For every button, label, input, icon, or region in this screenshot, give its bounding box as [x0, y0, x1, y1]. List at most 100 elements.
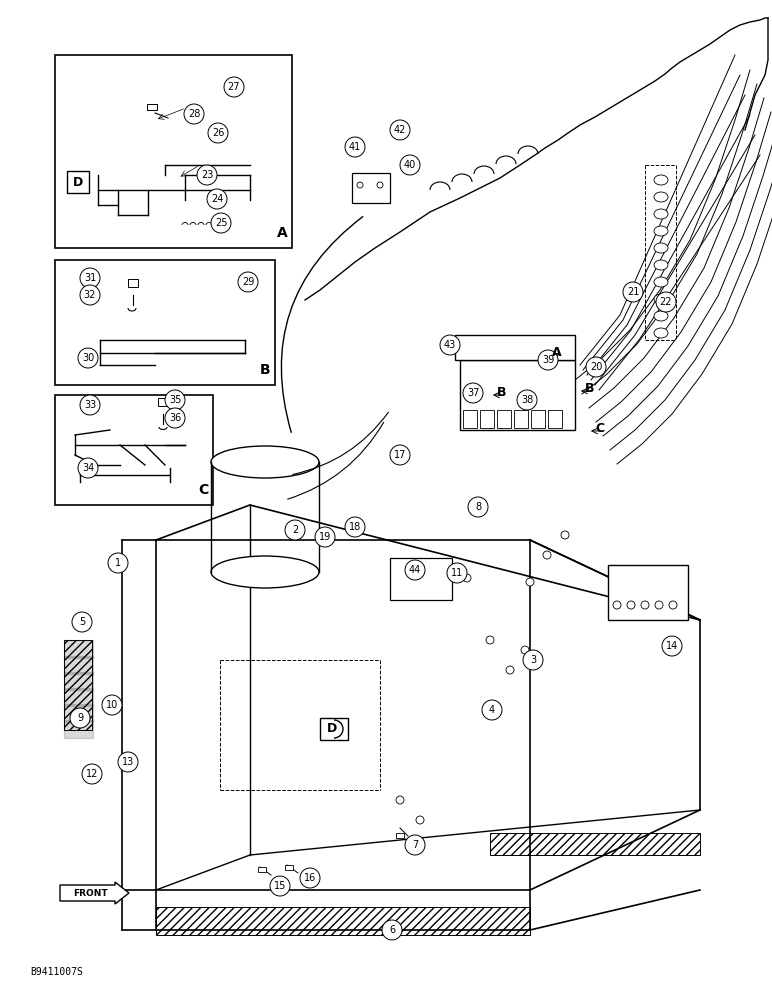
Text: 20: 20 [590, 362, 602, 372]
Text: 5: 5 [79, 617, 85, 627]
Text: 7: 7 [412, 840, 418, 850]
Bar [460, 360, 575, 430]
Circle shape [405, 835, 425, 855]
Circle shape [80, 285, 100, 305]
Text: 1: 1 [115, 558, 121, 568]
Circle shape [543, 551, 551, 559]
Circle shape [165, 390, 185, 410]
Circle shape [80, 268, 100, 288]
Ellipse shape [654, 226, 668, 236]
Bar [320, 718, 348, 740]
Text: B9411007S: B9411007S [30, 967, 83, 977]
Text: 31: 31 [84, 273, 96, 283]
Text: 17: 17 [394, 450, 406, 460]
Circle shape [463, 383, 483, 403]
Circle shape [102, 695, 122, 715]
Text: 41: 41 [349, 142, 361, 152]
Bar [55, 55, 292, 248]
Circle shape [474, 504, 482, 512]
Text: 10: 10 [106, 700, 118, 710]
Bar [455, 335, 575, 360]
Circle shape [165, 408, 185, 428]
Bar [156, 907, 530, 935]
Text: 25: 25 [215, 218, 227, 228]
Circle shape [400, 155, 420, 175]
Circle shape [523, 650, 543, 670]
Circle shape [238, 272, 258, 292]
Circle shape [390, 120, 410, 140]
Bar [258, 867, 266, 872]
Circle shape [208, 123, 228, 143]
Circle shape [656, 292, 676, 312]
Ellipse shape [654, 209, 668, 219]
Circle shape [627, 601, 635, 609]
Bar [147, 104, 157, 110]
Circle shape [468, 497, 488, 517]
Text: C: C [198, 483, 208, 497]
Bar [285, 865, 293, 870]
Text: 38: 38 [521, 395, 533, 405]
Ellipse shape [654, 277, 668, 287]
Circle shape [270, 876, 290, 896]
Text: D: D [73, 176, 83, 188]
Ellipse shape [654, 311, 668, 321]
Text: 30: 30 [82, 353, 94, 363]
Ellipse shape [211, 446, 319, 478]
Text: 43: 43 [444, 340, 456, 350]
Text: 35: 35 [169, 395, 181, 405]
Circle shape [538, 350, 558, 370]
Text: 4: 4 [489, 705, 495, 715]
Text: B: B [497, 385, 506, 398]
Text: A: A [552, 346, 562, 359]
Text: D: D [327, 722, 337, 736]
Text: 22: 22 [660, 297, 672, 307]
Text: 34: 34 [82, 463, 94, 473]
Text: 33: 33 [84, 400, 96, 410]
Text: 15: 15 [274, 881, 286, 891]
Text: FRONT: FRONT [73, 888, 107, 898]
Circle shape [486, 636, 494, 644]
Text: 3: 3 [530, 655, 536, 665]
Ellipse shape [211, 556, 319, 588]
Bar [67, 171, 89, 193]
Text: 40: 40 [404, 160, 416, 170]
Circle shape [211, 213, 231, 233]
Polygon shape [64, 720, 93, 738]
Text: B: B [259, 363, 270, 377]
Text: C: C [595, 422, 604, 434]
Circle shape [521, 646, 529, 654]
Bar [352, 173, 390, 203]
Circle shape [641, 601, 649, 609]
Circle shape [82, 764, 102, 784]
Polygon shape [64, 688, 93, 706]
Bar [128, 279, 138, 287]
Bar [480, 410, 494, 428]
Ellipse shape [654, 294, 668, 304]
Bar [608, 565, 688, 620]
Text: 9: 9 [77, 713, 83, 723]
Circle shape [482, 700, 502, 720]
Circle shape [357, 182, 363, 188]
Bar [463, 410, 477, 428]
Text: 37: 37 [467, 388, 479, 398]
Circle shape [118, 752, 138, 772]
FancyArrow shape [60, 882, 129, 904]
Text: 6: 6 [389, 925, 395, 935]
Bar [531, 410, 545, 428]
Bar [514, 410, 528, 428]
Circle shape [382, 920, 402, 940]
Circle shape [561, 531, 569, 539]
Circle shape [405, 560, 425, 580]
Text: 2: 2 [292, 525, 298, 535]
Ellipse shape [654, 192, 668, 202]
Polygon shape [64, 704, 93, 722]
Text: A: A [276, 226, 287, 240]
Text: 28: 28 [188, 109, 200, 119]
Circle shape [377, 182, 383, 188]
Circle shape [586, 357, 606, 377]
Circle shape [669, 601, 677, 609]
Polygon shape [64, 656, 93, 674]
Polygon shape [64, 640, 93, 658]
Circle shape [623, 282, 643, 302]
Bar [390, 558, 452, 600]
